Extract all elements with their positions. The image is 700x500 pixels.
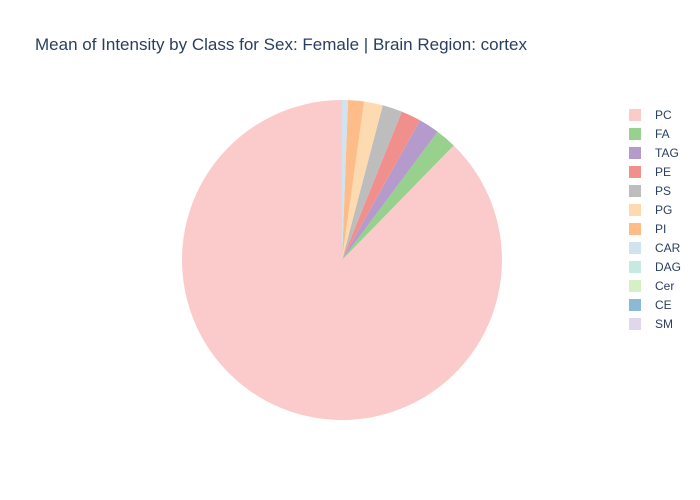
legend-item-car[interactable]: CAR — [629, 241, 681, 255]
legend: PC FA TAG PE PS PG PI CAR DAG Cer CE SM — [629, 108, 681, 331]
legend-swatch — [629, 318, 641, 330]
pie-slice-pi[interactable] — [342, 100, 365, 260]
legend-label: PG — [655, 203, 672, 217]
legend-swatch — [629, 223, 641, 235]
pie-slice-fa[interactable] — [342, 131, 454, 260]
pie-slice-tag[interactable] — [342, 120, 438, 260]
legend-swatch — [629, 128, 641, 140]
legend-label: CE — [655, 298, 672, 312]
legend-item-cer[interactable]: Cer — [629, 279, 674, 293]
legend-swatch — [629, 147, 641, 159]
legend-label: TAG — [655, 146, 679, 160]
legend-label: PC — [655, 108, 672, 122]
legend-item-pg[interactable]: PG — [629, 203, 672, 217]
legend-swatch — [629, 299, 641, 311]
pie-slice-pg[interactable] — [342, 101, 383, 260]
legend-label: CAR — [655, 241, 681, 255]
legend-label: FA — [655, 127, 670, 141]
legend-item-pi[interactable]: PI — [629, 222, 666, 236]
legend-label: DAG — [655, 260, 681, 274]
legend-label: Cer — [655, 279, 674, 293]
legend-item-pe[interactable]: PE — [629, 165, 671, 179]
legend-swatch — [629, 242, 641, 254]
legend-swatch — [629, 185, 641, 197]
pie-slices — [182, 99, 503, 421]
pie-slice-pe[interactable] — [342, 111, 420, 260]
legend-item-pc[interactable]: PC — [629, 108, 672, 122]
legend-swatch — [629, 280, 641, 292]
legend-swatch — [629, 109, 641, 121]
legend-item-ce[interactable]: CE — [629, 298, 672, 312]
legend-label: SM — [655, 317, 673, 331]
legend-swatch — [629, 166, 641, 178]
pie-slice-car[interactable] — [342, 99, 349, 260]
legend-item-dag[interactable]: DAG — [629, 260, 681, 274]
legend-swatch — [629, 204, 641, 216]
legend-item-tag[interactable]: TAG — [629, 146, 679, 160]
legend-item-sm[interactable]: SM — [629, 317, 673, 331]
legend-item-fa[interactable]: FA — [629, 127, 670, 141]
legend-label: PS — [655, 184, 671, 198]
legend-label: PI — [655, 222, 666, 236]
legend-label: PE — [655, 165, 671, 179]
legend-swatch — [629, 261, 641, 273]
pie-slice-ps[interactable] — [342, 105, 402, 260]
chart-title: Mean of Intensity by Class for Sex: Fema… — [35, 35, 527, 54]
legend-item-ps[interactable]: PS — [629, 184, 671, 198]
pie-slice-pc[interactable] — [182, 100, 503, 421]
